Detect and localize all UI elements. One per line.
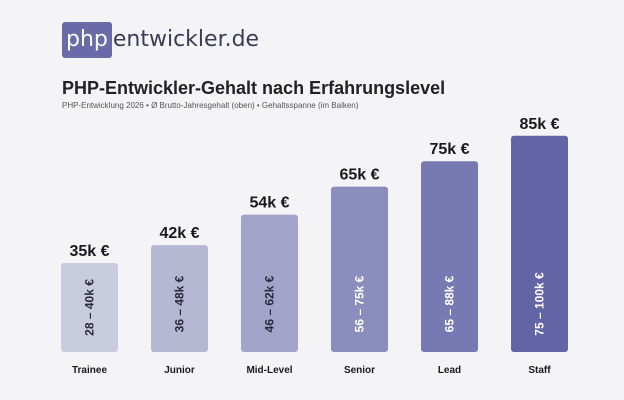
- bar-staff: [511, 135, 568, 352]
- chart-title: PHP-Entwickler-Gehalt nach Erfahrungslev…: [62, 78, 446, 98]
- bar-senior: [331, 186, 388, 352]
- range-label: 46 – 62k €: [263, 275, 277, 332]
- category-label: Trainee: [72, 365, 107, 376]
- value-label: 85k €: [519, 116, 559, 133]
- category-label: Staff: [528, 365, 551, 376]
- range-label: 36 – 48k €: [173, 275, 187, 332]
- range-label: 56 – 75k €: [353, 275, 367, 332]
- bar-mid-level: [241, 214, 298, 352]
- range-label: 28 – 40k €: [83, 279, 97, 336]
- value-label: 54k €: [249, 195, 289, 212]
- logo-mark: php: [62, 22, 112, 58]
- value-label: 35k €: [69, 243, 109, 260]
- bar-lead: [421, 161, 478, 352]
- logo-text: entwickler.de: [112, 27, 260, 52]
- logo: php entwickler.de: [62, 22, 259, 58]
- value-label: 42k €: [159, 225, 199, 242]
- chart-subtitle: PHP-Entwicklung 2026 • Ø Brutto-Jahresge…: [62, 101, 359, 110]
- value-label: 65k €: [339, 167, 379, 184]
- category-label: Senior: [344, 365, 375, 376]
- category-label: Mid-Level: [246, 365, 292, 376]
- category-label: Lead: [438, 365, 461, 376]
- value-label: 75k €: [429, 141, 469, 158]
- category-label: Junior: [164, 365, 195, 376]
- bar-junior: [151, 245, 208, 352]
- range-label: 65 – 88k €: [443, 275, 457, 332]
- bar-trainee: [61, 262, 118, 352]
- range-label: 75 – 100k €: [533, 272, 547, 336]
